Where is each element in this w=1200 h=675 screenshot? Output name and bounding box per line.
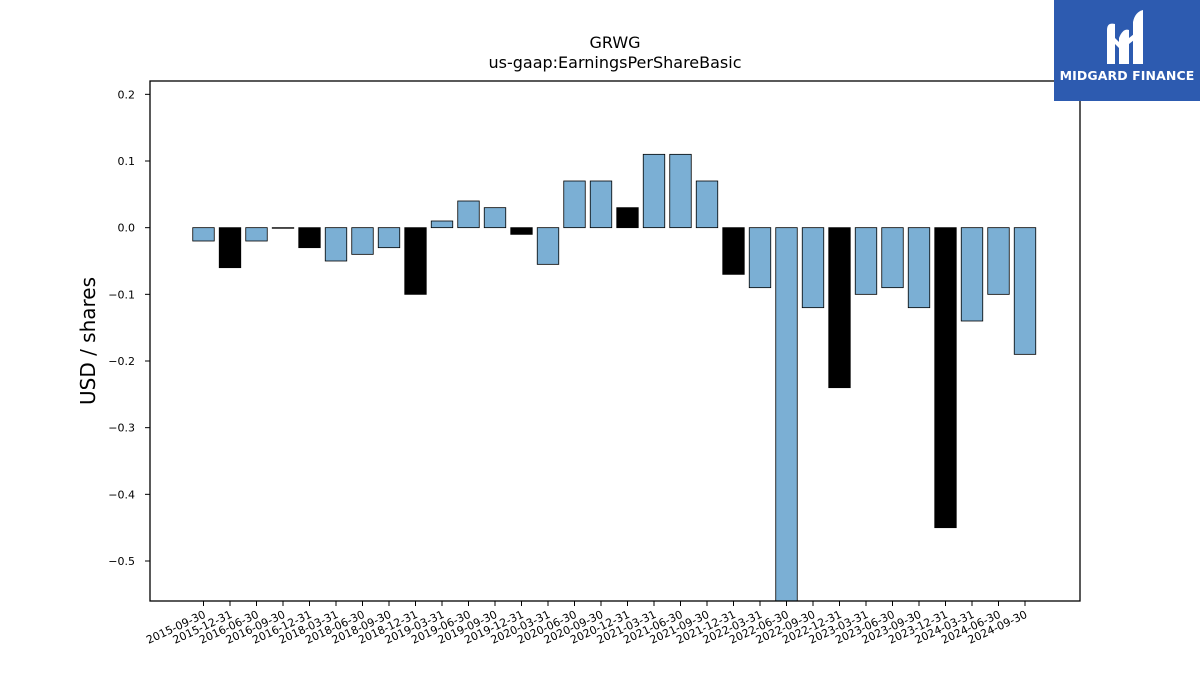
bar-2023-06-30 [881, 227, 904, 289]
bar-2023-09-30 [907, 227, 931, 309]
chart-title: GRWG [589, 33, 640, 52]
y-tick-label: −0.3 [108, 422, 135, 435]
y-tick-label: 0.2 [118, 88, 136, 101]
bar-2024-09-30 [1013, 227, 1037, 355]
bar-2021-03-31 [642, 153, 666, 229]
bar-2022-09-30 [801, 227, 825, 309]
bar-2018-12-31 [404, 227, 427, 295]
bar-2021-06-30 [669, 153, 692, 229]
y-tick-label: 0.0 [118, 222, 136, 235]
bar-2016-12-31 [298, 227, 321, 249]
bar-2020-09-30 [589, 180, 613, 229]
y-tick-label: 0.1 [118, 155, 136, 168]
bar-2019-06-30 [457, 200, 480, 229]
y-tick-label: −0.2 [108, 355, 135, 368]
bar-2016-09-30 [271, 227, 295, 229]
bar-2023-12-31 [934, 227, 957, 529]
y-tick-label: −0.1 [108, 288, 135, 301]
bar-2021-12-31 [722, 227, 745, 275]
midgard-finance-logo-icon [1107, 10, 1143, 65]
bar-2015-09-30 [192, 227, 215, 242]
bar-2015-12-31 [218, 227, 242, 269]
bar-2018-06-30 [351, 227, 374, 255]
bar-2021-09-30 [695, 180, 719, 229]
bar-2024-06-30 [987, 227, 1010, 295]
bar-2022-03-31 [748, 227, 772, 289]
bar-2020-06-30 [563, 180, 586, 229]
bar-2019-09-30 [483, 207, 507, 229]
bar-2024-03-31 [960, 227, 984, 322]
bar-2022-06-30 [775, 227, 798, 602]
bar-2019-12-31 [510, 227, 533, 235]
y-tick-label: −0.5 [108, 555, 135, 568]
bar-2016-06-30 [245, 227, 268, 242]
chart-subtitle: us-gaap:EarningsPerShareBasic [488, 53, 741, 72]
midgard-finance-logo: MIDGARD FINANCE [1054, 0, 1200, 101]
bar-2022-12-31 [828, 227, 851, 389]
bar-2018-09-30 [377, 227, 401, 249]
bar-2023-03-31 [854, 227, 878, 295]
brand-name: MIDGARD FINANCE [1059, 68, 1195, 83]
y-ticks-group: 0.2 0.1 0.0 −0.1 −0.2 −0.3 −0.4 −0.5 [108, 88, 150, 568]
y-axis-label: USD / shares [76, 277, 100, 405]
bar-2019-03-31 [430, 220, 454, 229]
x-ticks-group: 2015-09-302015-12-312016-06-302016-09-30… [144, 601, 1029, 647]
bar-2020-03-31 [536, 227, 560, 265]
plot-frame [149, 80, 1081, 602]
bars-group [192, 153, 1037, 602]
y-tick-label: −0.4 [108, 488, 135, 501]
bar-2018-03-31 [324, 227, 348, 262]
bar-2020-12-31 [616, 207, 639, 229]
